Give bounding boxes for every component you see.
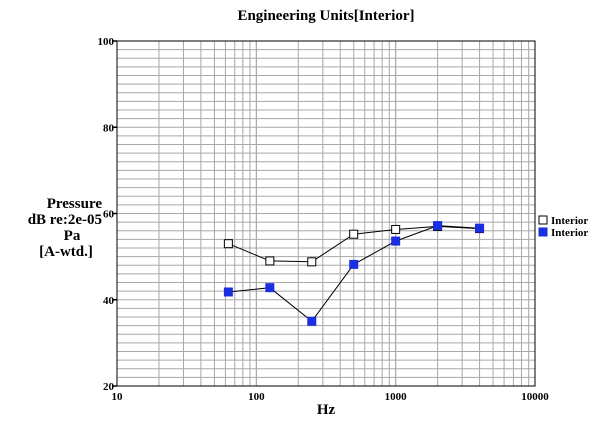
data-point-filled (391, 236, 401, 246)
legend: Interior Interior (538, 215, 588, 239)
x-tick-label: 10000 (521, 391, 549, 403)
legend-marker-filled-square (538, 227, 548, 237)
x-tick-label: 1000 (385, 391, 408, 403)
x-axis-tick-labels: 10 100 1000 10000 (112, 391, 550, 403)
series-2 (223, 221, 485, 326)
data-point-filled (433, 221, 443, 231)
y-tick-label: 100 (98, 36, 115, 48)
y-axis-label-line: Pressure (47, 196, 103, 212)
data-point-open (307, 257, 317, 267)
data-point-filled (265, 283, 275, 293)
y-axis-label-line: dB re:2e-05 (28, 212, 102, 228)
y-tick-label: 20 (103, 381, 115, 393)
legend-label: Interior (551, 227, 588, 239)
data-point-open (223, 239, 233, 249)
chart-title: Engineering Units[Interior] (237, 8, 414, 24)
y-tick-label: 40 (103, 295, 115, 307)
y-tick-label: 80 (103, 122, 115, 134)
series-layer (223, 221, 485, 326)
data-point-filled (475, 223, 485, 233)
x-tick-label: 10 (112, 391, 124, 403)
y-axis-tick-labels: 20 40 60 80 100 (98, 36, 115, 393)
data-point-filled (223, 287, 233, 297)
legend-marker-open-square (538, 215, 548, 225)
y-axis-ticks (113, 40, 117, 387)
data-point-open (349, 229, 359, 239)
data-point-filled (349, 259, 359, 269)
legend-label: Interior (551, 215, 588, 227)
y-axis-label: Pressure dB re:2e-05 Pa [A-wtd.] (28, 196, 103, 260)
data-point-open (265, 256, 275, 266)
y-axis-label-line: Pa (64, 228, 81, 244)
x-axis-label: Hz (317, 402, 336, 418)
data-point-open (391, 224, 401, 234)
y-axis-label-line: [A-wtd.] (39, 244, 93, 260)
y-tick-label: 60 (103, 209, 115, 221)
x-tick-label: 100 (248, 391, 265, 403)
grid (117, 41, 535, 386)
data-point-filled (307, 316, 317, 326)
